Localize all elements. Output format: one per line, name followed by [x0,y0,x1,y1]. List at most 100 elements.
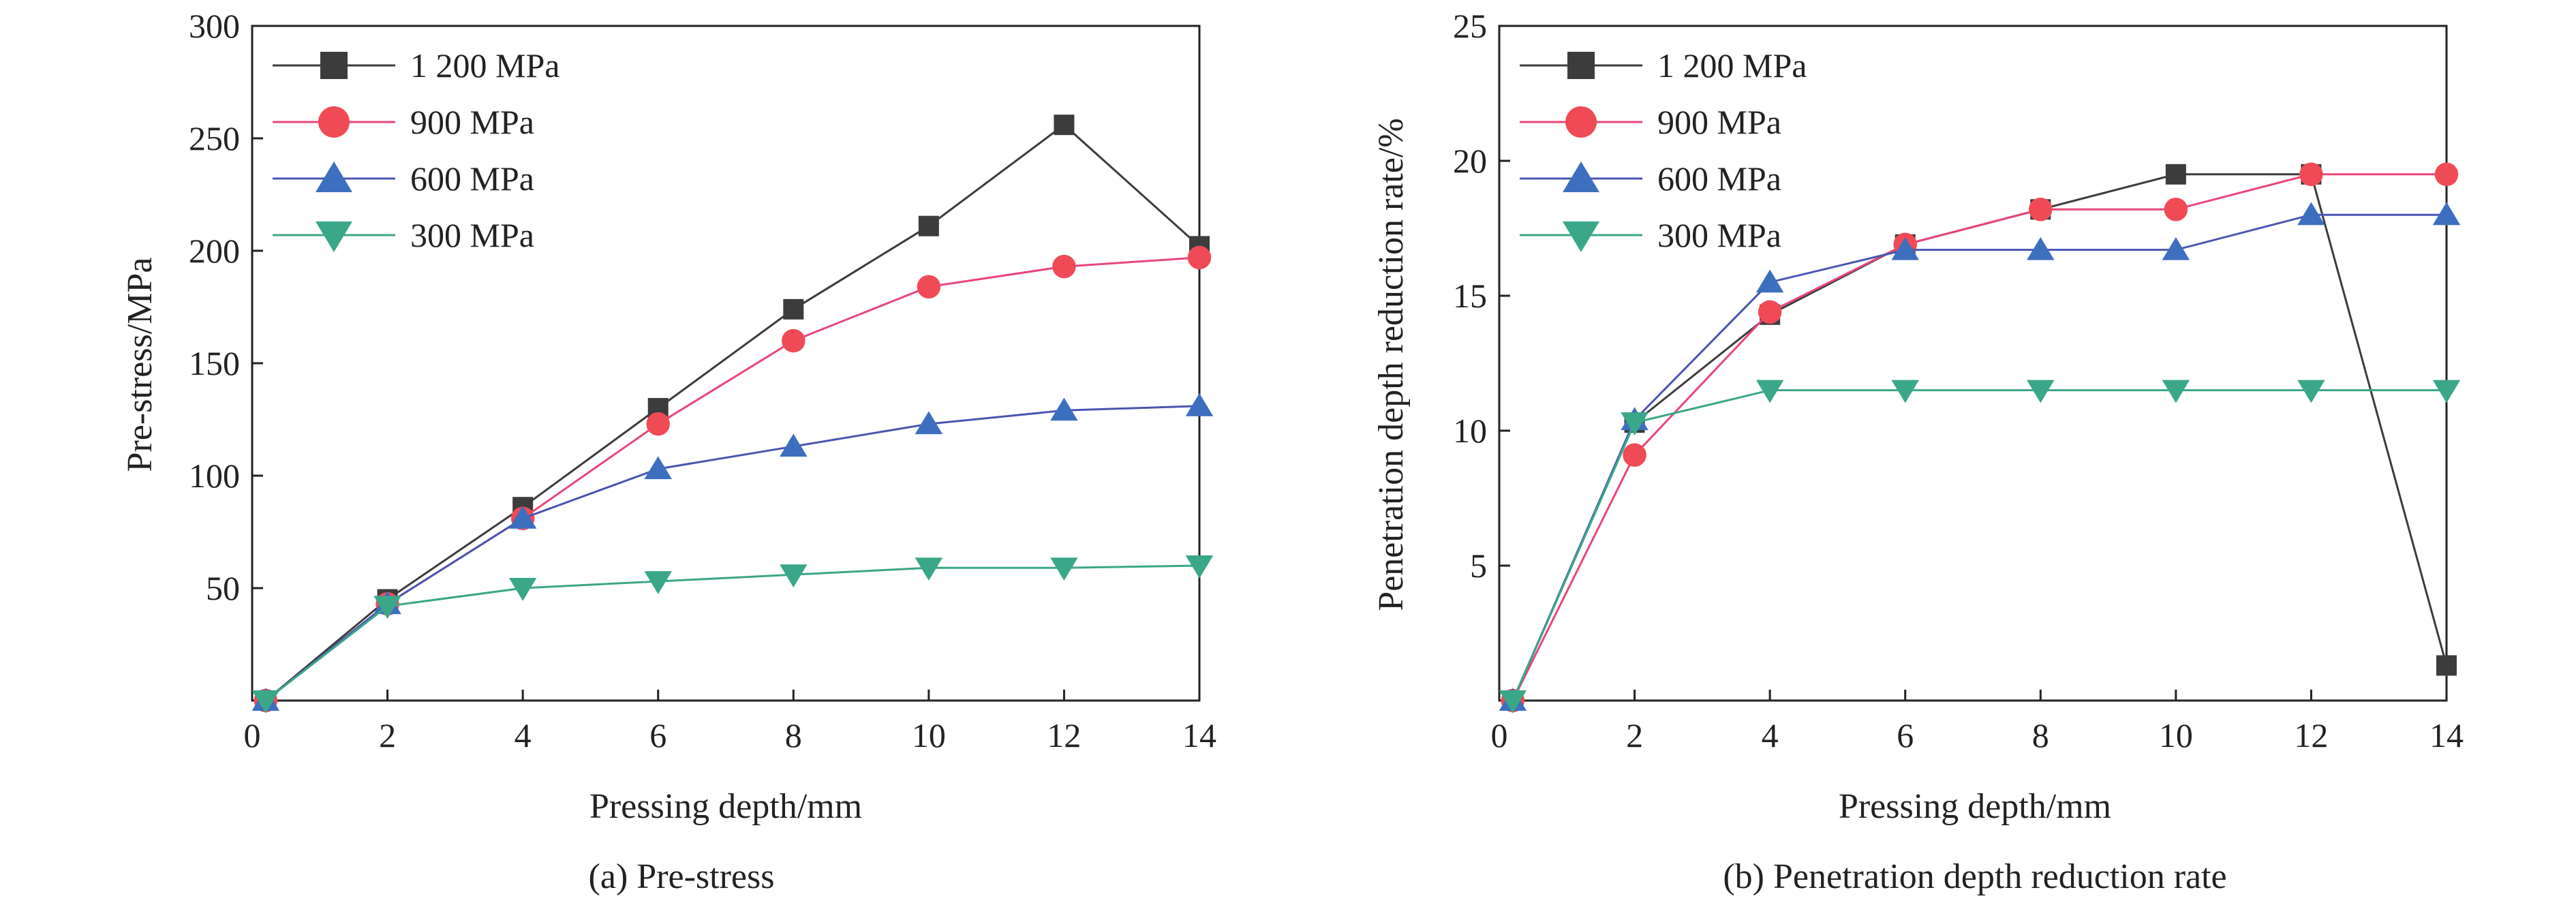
chart-b-x-tick-label: 10 [2159,716,2193,754]
chart-a-data-point [644,456,672,480]
chart-a-series-line [264,123,1201,702]
chart-b-data-point [2436,655,2457,676]
chart-b-legend-label: 1 200 MPa [1657,46,1807,85]
chart-a-y-tick-label: 250 [189,119,240,157]
chart-a-y-tick-label: 300 [189,7,240,45]
chart-b-series-line [1512,389,2447,701]
chart-a-data-point [780,564,808,587]
chart-b-series-1 [1501,162,2459,713]
chart-b-y-axis-label: Penetration depth reduction rate/% [1372,118,1411,611]
chart-a-series-line [264,405,1200,702]
chart-b-data-point [1891,380,1919,403]
chart-b-series-line [1512,213,2447,701]
chart-b-y-tick-label: 25 [1453,7,1487,45]
chart-penetration-depth-reduction-rate: (b) Penetration depth reduction rate Pre… [1372,7,2464,896]
chart-b-legend: 1 200 MPa 900 MPa 600 MPa 300 MPa [1520,46,1807,254]
chart-a-data-point [783,298,804,320]
chart-b-series-0 [1502,164,2457,711]
chart-a-series-line [264,564,1200,702]
chart-a-data-point [917,275,941,299]
chart-a-legend-marker [318,106,350,138]
chart-a-legend-label: 1 200 MPa [410,46,559,85]
chart-a-x-tick-label: 6 [649,716,666,754]
chart-b-series-2 [1499,202,2461,711]
chart-a-x-axis-label: Pressing depth/mm [589,787,862,826]
chart-a-data-point [1052,254,1076,279]
chart-a-x-tick-label: 8 [785,716,802,754]
chart-a-series-line [264,256,1200,702]
chart-a-y-axis-label: Pre-stress/MPa [121,258,159,472]
chart-pre-stress: (a) Pre-stress Pressing depth/mm Pre-str… [121,7,1216,896]
chart-b-series-3 [1499,380,2461,714]
chart-a-legend-marker [316,221,352,252]
chart-b-legend-marker [1563,162,1599,192]
chart-b-legend-marker [1567,52,1595,79]
chart-b-series-line [1512,173,2448,701]
chart-a-data-point [508,505,537,529]
chart-b-data-point [1499,690,1527,714]
chart-a-series-3 [251,555,1214,714]
chart-b-data-point [2297,380,2325,403]
chart-a-data-point [1185,555,1214,579]
chart-a-x-tick-label: 10 [912,716,946,754]
chart-a-legend-marker [316,162,352,192]
chart-b-data-point [2432,380,2461,403]
chart-a-series-1 [254,245,1212,713]
chart-a-data-point [782,328,806,353]
chart-a-x-tick-label: 0 [244,716,261,754]
chart-b-x-tick-label: 12 [2294,716,2328,754]
chart-a-data-point [373,596,401,619]
chart-a-y-tick-label: 150 [189,344,240,382]
chart-b-data-point [1758,300,1782,324]
chart-a-legend-label: 900 MPa [410,103,534,141]
chart-b-x-tick-label: 0 [1491,716,1508,754]
chart-b-data-point [1891,236,1919,260]
chart-a-data-point [1054,114,1075,136]
chart-b-data-point [2165,164,2186,185]
chart-b-data-point [2162,236,2190,260]
chart-b-data-point [1621,412,1649,435]
chart-b-x-tick-label: 6 [1897,716,1914,754]
chart-a-data-point [915,557,943,581]
chart-a-y-tick-label: 200 [189,232,240,270]
chart-a-legend: 1 200 MPa 900 MPa 600 MPa 300 MPa [273,46,559,254]
chart-b-data-point [1755,269,1784,293]
chart-a-legend-label: 300 MPa [410,216,534,254]
chart-b-data-point [1755,380,1784,403]
chart-a-y-tick-label: 100 [189,457,240,495]
chart-b-data-point [2297,202,2325,226]
chart-b-legend-marker [1565,106,1597,138]
chart-b-y-tick-label: 20 [1453,142,1487,180]
chart-a-data-point [780,433,808,457]
chart-a-data-point [646,412,670,436]
chart-b-caption: (b) Penetration depth reduction rate [1723,857,2226,896]
chart-a-y-tick-label: 50 [206,569,240,607]
chart-a-data-point [1050,557,1078,581]
chart-b-x-tick-label: 2 [1626,716,1643,754]
chart-b-legend-label: 900 MPa [1657,103,1781,141]
chart-a-data-point [1187,245,1212,270]
chart-a-data-point [918,215,939,236]
chart-a-data-point [644,571,672,594]
chart-a-data-point [1185,393,1214,416]
chart-a-data-point [251,690,280,714]
chart-a-legend-label: 600 MPa [410,159,534,198]
chart-b-y-tick-label: 15 [1453,277,1487,315]
chart-b-data-point [2299,162,2323,187]
chart-b-data-point [1623,443,1646,467]
chart-b-data-point [2027,236,2055,260]
chart-b-data-point [2027,380,2055,403]
chart-a-x-tick-label: 14 [1182,716,1216,754]
chart-b-plot-frame [1498,25,2448,702]
chart-b-data-point [2432,202,2461,226]
chart-a-caption: (a) Pre-stress [589,857,775,896]
chart-b-x-tick-label: 14 [2429,716,2464,754]
chart-b-y-tick-label: 10 [1453,412,1487,450]
chart-a-data-point [915,411,943,435]
chart-b-data-point [2029,198,2053,221]
chart-a-legend-marker [320,52,348,79]
chart-a-data-point [508,578,537,601]
chart-b-x-tick-label: 4 [1762,716,1779,754]
chart-a-x-tick-label: 12 [1047,716,1081,754]
